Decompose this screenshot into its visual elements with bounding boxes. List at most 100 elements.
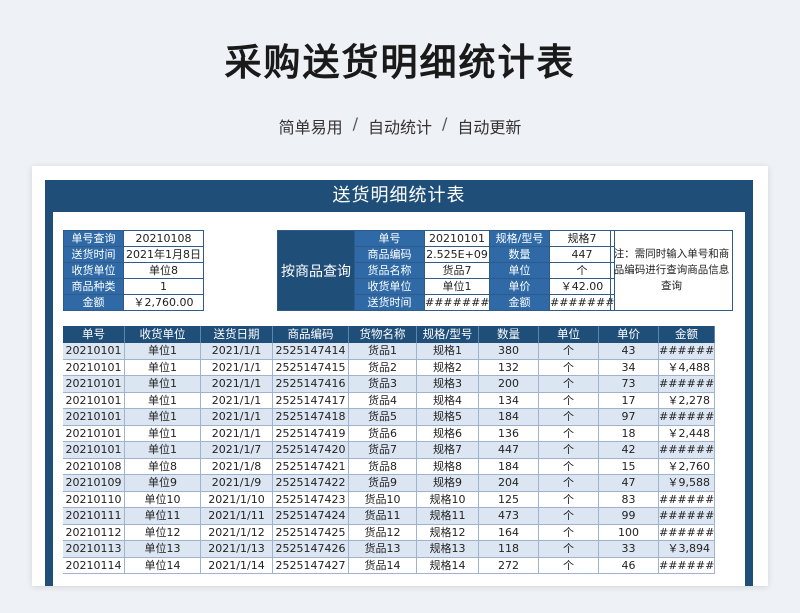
table-cell[interactable]: 2525147426: [273, 541, 349, 558]
table-cell[interactable]: 134: [479, 392, 539, 409]
table-cell[interactable]: 货品6: [349, 425, 417, 442]
table-cell[interactable]: 447: [479, 442, 539, 459]
table-cell[interactable]: 2021/1/14: [201, 557, 273, 574]
table-cell[interactable]: ￥4,488: [659, 359, 715, 376]
table-row[interactable]: 20210101 单位1 2021/1/1 2525147419 货品6 规格6 136 个 1…: [63, 425, 735, 442]
table-cell[interactable]: 规格8: [417, 458, 479, 475]
table-cell[interactable]: 货品10: [349, 491, 417, 508]
table-cell[interactable]: ￥2,278: [659, 392, 715, 409]
table-cell[interactable]: #######: [659, 343, 715, 360]
column-header[interactable]: 货物名称: [349, 326, 417, 343]
column-header[interactable]: 单号: [63, 326, 125, 343]
table-cell[interactable]: 2525147416: [273, 376, 349, 393]
table-cell[interactable]: 20210111: [63, 508, 125, 525]
table-cell[interactable]: ￥9,588: [659, 475, 715, 492]
table-cell[interactable]: 规格1: [417, 343, 479, 360]
table-cell[interactable]: 个: [539, 442, 599, 459]
table-cell[interactable]: 规格13: [417, 541, 479, 558]
table-row[interactable]: 20210101 单位1 2021/1/1 2525147417 货品4 规格4 134 个 1…: [63, 392, 735, 409]
column-header[interactable]: 规格/型号: [417, 326, 479, 343]
table-cell[interactable]: 2021/1/12: [201, 524, 273, 541]
table-row[interactable]: 20210101 单位1 2021/1/1 2525147418 货品5 规格5 184 个 9…: [63, 409, 735, 426]
table-cell[interactable]: 18: [599, 425, 659, 442]
table-cell[interactable]: 个: [539, 475, 599, 492]
table-cell[interactable]: 货品11: [349, 508, 417, 525]
table-row[interactable]: 20210109 单位9 2021/1/9 2525147422 货品9 规格9 204 个 4…: [63, 475, 735, 492]
table-cell[interactable]: 规格5: [417, 409, 479, 426]
table-cell[interactable]: 单位11: [125, 508, 201, 525]
table-cell[interactable]: 规格12: [417, 524, 479, 541]
table-cell[interactable]: 118: [479, 541, 539, 558]
table-cell[interactable]: 2021/1/1: [201, 425, 273, 442]
table-cell[interactable]: 47: [599, 475, 659, 492]
table-cell[interactable]: #######: [659, 524, 715, 541]
table-cell[interactable]: 单位1: [125, 425, 201, 442]
table-cell[interactable]: 20210101: [63, 442, 125, 459]
table-row[interactable]: 20210112 单位12 2021/1/12 2525147425 货品12 规格12 1…: [63, 524, 735, 541]
column-header[interactable]: 单位: [539, 326, 599, 343]
table-cell[interactable]: 42: [599, 442, 659, 459]
table-cell[interactable]: 2021/1/13: [201, 541, 273, 558]
table-cell[interactable]: #######: [659, 409, 715, 426]
table-cell[interactable]: 2021/1/1: [201, 409, 273, 426]
table-cell[interactable]: #######: [659, 508, 715, 525]
table-cell[interactable]: 个: [539, 458, 599, 475]
product-code-input[interactable]: 2.525E+09: [424, 246, 490, 263]
table-row[interactable]: 20210110 单位10 2021/1/10 2525147423 货品10 规格10 1…: [63, 491, 735, 508]
table-cell[interactable]: 184: [479, 458, 539, 475]
table-cell[interactable]: 2525147417: [273, 392, 349, 409]
table-cell[interactable]: 规格11: [417, 508, 479, 525]
table-cell[interactable]: #######: [659, 557, 715, 574]
table-row[interactable]: 20210101 单位1 2021/1/1 2525147416 货品3 规格3 200 个 7…: [63, 376, 735, 393]
table-cell[interactable]: 200: [479, 376, 539, 393]
table-cell[interactable]: 单位10: [125, 491, 201, 508]
table-row[interactable]: 20210101 单位1 2021/1/7 2525147420 货品7 规格7 447 个 4…: [63, 442, 735, 459]
table-cell[interactable]: 97: [599, 409, 659, 426]
table-cell[interactable]: 货品12: [349, 524, 417, 541]
table-cell[interactable]: 个: [539, 524, 599, 541]
table-cell[interactable]: 20210101: [63, 409, 125, 426]
table-cell[interactable]: 380: [479, 343, 539, 360]
table-cell[interactable]: 136: [479, 425, 539, 442]
table-cell[interactable]: 货品2: [349, 359, 417, 376]
table-cell[interactable]: #######: [659, 442, 715, 459]
table-cell[interactable]: 规格4: [417, 392, 479, 409]
table-cell[interactable]: 2021/1/1: [201, 376, 273, 393]
table-cell[interactable]: 20210101: [63, 376, 125, 393]
table-cell[interactable]: 规格3: [417, 376, 479, 393]
column-header[interactable]: 金额: [659, 326, 715, 343]
table-cell[interactable]: 2021/1/1: [201, 343, 273, 360]
table-cell[interactable]: 20210113: [63, 541, 125, 558]
table-cell[interactable]: 2525147420: [273, 442, 349, 459]
table-cell[interactable]: 单位1: [125, 359, 201, 376]
table-cell[interactable]: 20210112: [63, 524, 125, 541]
table-cell[interactable]: 272: [479, 557, 539, 574]
table-cell[interactable]: 个: [539, 508, 599, 525]
table-cell[interactable]: 100: [599, 524, 659, 541]
table-cell[interactable]: 货品7: [349, 442, 417, 459]
table-cell[interactable]: 2525147418: [273, 409, 349, 426]
table-cell[interactable]: 2021/1/9: [201, 475, 273, 492]
table-cell[interactable]: 99: [599, 508, 659, 525]
table-cell[interactable]: 2525147424: [273, 508, 349, 525]
table-cell[interactable]: 164: [479, 524, 539, 541]
table-cell[interactable]: 17: [599, 392, 659, 409]
table-cell[interactable]: 单位12: [125, 524, 201, 541]
table-cell[interactable]: 2525147419: [273, 425, 349, 442]
column-header[interactable]: 数量: [479, 326, 539, 343]
table-cell[interactable]: 规格9: [417, 475, 479, 492]
table-cell[interactable]: 个: [539, 343, 599, 360]
table-cell[interactable]: 83: [599, 491, 659, 508]
table-cell[interactable]: 货品8: [349, 458, 417, 475]
table-cell[interactable]: 单位1: [125, 442, 201, 459]
table-cell[interactable]: 货品9: [349, 475, 417, 492]
table-cell[interactable]: 20210101: [63, 359, 125, 376]
table-cell[interactable]: 34: [599, 359, 659, 376]
table-cell[interactable]: 20210114: [63, 557, 125, 574]
table-row[interactable]: 20210108 单位8 2021/1/8 2525147421 货品8 规格8 184 个 1…: [63, 458, 735, 475]
table-cell[interactable]: 单位1: [125, 376, 201, 393]
table-cell[interactable]: 2525147421: [273, 458, 349, 475]
table-cell[interactable]: 2525147425: [273, 524, 349, 541]
table-cell[interactable]: 2021/1/10: [201, 491, 273, 508]
table-cell[interactable]: 20210101: [63, 425, 125, 442]
